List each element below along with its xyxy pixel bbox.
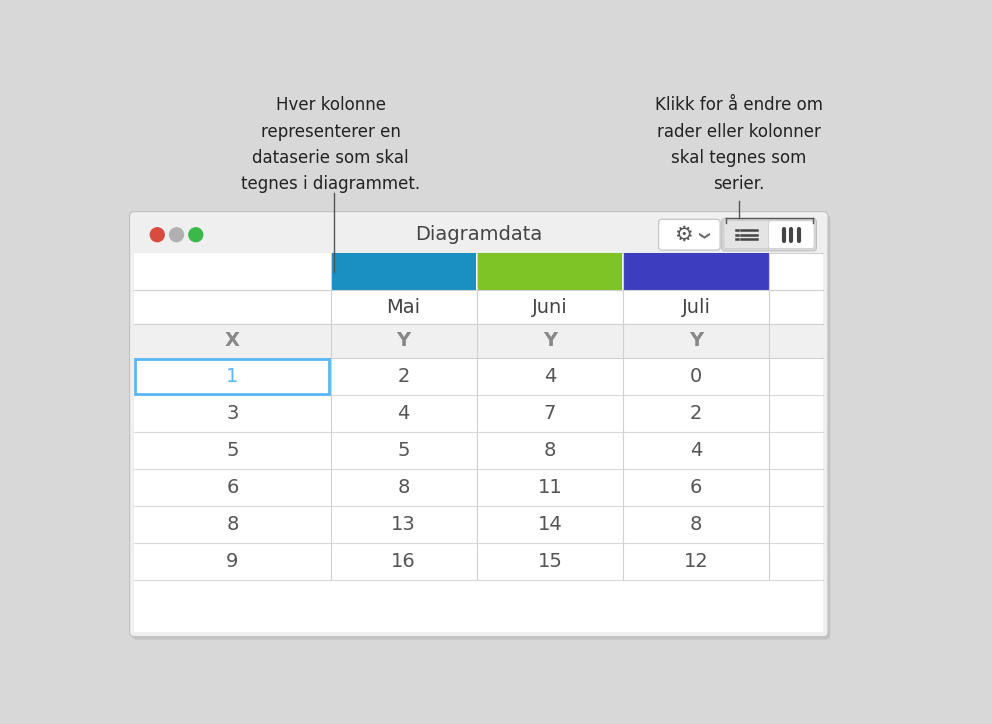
Bar [134,469,823,506]
Bar [330,253,476,290]
Bar [134,506,823,543]
Bar [134,253,823,632]
Bar [134,395,823,432]
Text: 8: 8 [544,441,557,460]
Text: Juli: Juli [682,298,711,316]
Bar [134,253,330,290]
Text: Y: Y [689,332,703,350]
Text: 14: 14 [538,515,562,534]
Text: 4: 4 [544,367,557,386]
Text: 13: 13 [391,515,416,534]
Text: 6: 6 [690,478,702,497]
FancyBboxPatch shape [130,211,828,636]
Circle shape [170,228,184,242]
Text: ❯: ❯ [696,231,707,240]
Text: 3: 3 [226,404,238,423]
Bar [134,358,823,395]
Text: 15: 15 [538,552,562,571]
Bar [623,253,769,290]
Text: 8: 8 [690,515,702,534]
Bar [134,543,823,580]
Text: 8: 8 [398,478,410,497]
Text: Hver kolonne
representerer en
dataserie som skal
tegnes i diagrammet.: Hver kolonne representerer en dataserie … [241,96,420,193]
Text: 4: 4 [398,404,410,423]
Text: 1: 1 [226,367,238,386]
Text: Y: Y [397,332,411,350]
Text: 11: 11 [538,478,562,497]
Text: Juni: Juni [532,298,567,316]
Bar [134,432,823,469]
Circle shape [151,228,165,242]
Text: Klikk for å endre om
rader eller kolonner
skal tegnes som
serier.: Klikk for å endre om rader eller kolonne… [655,96,822,193]
FancyBboxPatch shape [769,221,814,248]
Text: 0: 0 [690,367,702,386]
Text: 7: 7 [544,404,557,423]
Text: 8: 8 [226,515,238,534]
FancyBboxPatch shape [722,219,816,251]
FancyBboxPatch shape [132,215,830,640]
Text: 4: 4 [690,441,702,460]
Text: 6: 6 [226,478,238,497]
Bar [135,358,329,394]
Text: 2: 2 [690,404,702,423]
Text: 2: 2 [398,367,410,386]
Text: 12: 12 [683,552,708,571]
Text: 5: 5 [398,441,410,460]
Text: Diagramdata: Diagramdata [415,225,543,244]
Bar [134,324,823,358]
Text: X: X [225,332,240,350]
Circle shape [188,228,202,242]
FancyBboxPatch shape [724,221,770,248]
Text: 5: 5 [226,441,239,460]
FancyBboxPatch shape [659,219,720,250]
Text: 9: 9 [226,552,238,571]
Text: Mai: Mai [387,298,421,316]
Text: Y: Y [543,332,558,350]
Text: ⚙: ⚙ [674,224,692,245]
Text: 16: 16 [391,552,416,571]
Bar [134,290,823,324]
Bar [477,253,622,290]
